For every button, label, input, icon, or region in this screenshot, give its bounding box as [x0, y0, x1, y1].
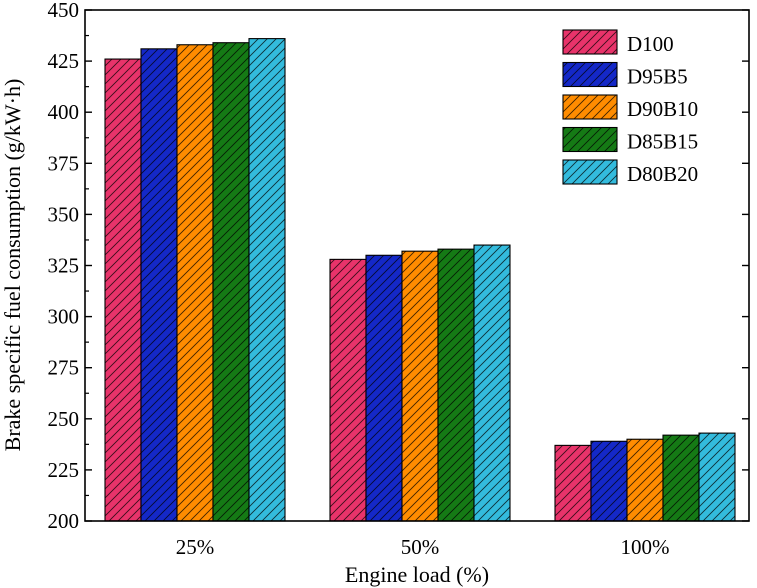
bar-D90B10-100% — [626, 438, 664, 522]
legend-swatch-D90B10 — [562, 94, 618, 120]
bar-D100-50% — [329, 258, 367, 522]
y-tick-label: 275 — [48, 356, 80, 380]
bar-D80B20-100% — [698, 432, 736, 522]
bar-D85B15-25% — [212, 42, 250, 522]
bar-D90B10-25% — [176, 44, 214, 522]
plot-frame — [84, 9, 750, 522]
legend-label-D85B15: D85B15 — [627, 130, 698, 154]
legend-label-D100: D100 — [627, 32, 674, 56]
x-tick-label: 25% — [176, 535, 215, 559]
legend: D100 D95B5 D90B10 D85B15 D80B20 — [562, 29, 698, 186]
bar-D80B20-50% — [473, 244, 511, 522]
legend-swatch-D85B15 — [562, 126, 618, 153]
bar-D95B5-50% — [365, 254, 403, 522]
bar-D85B15-50% — [437, 248, 475, 522]
legend-swatch-D100 — [562, 29, 618, 55]
legend-label-D90B10: D90B10 — [627, 97, 698, 121]
y-tick-label: 400 — [48, 100, 80, 124]
legend-label-D95B5: D95B5 — [627, 65, 688, 89]
x-axis-label: Engine load (%) — [345, 562, 489, 587]
y-tick-label: 225 — [48, 458, 80, 482]
y-tick-label: 200 — [48, 509, 80, 533]
y-axis-label: Brake specific fuel consumption (g/kW·h) — [0, 79, 25, 452]
y-tick-label: 425 — [48, 49, 80, 73]
bar-D85B15-100% — [662, 434, 700, 522]
bar-D100-100% — [554, 444, 592, 522]
bar-D90B10-50% — [401, 250, 439, 522]
bar-D95B5-100% — [590, 440, 628, 522]
y-tick-label: 250 — [48, 407, 80, 431]
y-tick-label: 450 — [48, 0, 80, 22]
y-tick-label: 375 — [48, 151, 80, 175]
y-tick-label: 350 — [48, 202, 80, 226]
y-tick-label: 325 — [48, 254, 80, 278]
bar-D100-25% — [104, 58, 142, 522]
x-tick-label: 50% — [401, 535, 440, 559]
bar-D80B20-25% — [248, 38, 286, 522]
tick-layer: 200 225 250 275 300 325 350 375 400 425 450 25% 50% 1… — [48, 0, 749, 559]
bar-layer — [104, 38, 736, 522]
bar-D95B5-25% — [140, 48, 178, 522]
legend-swatch-D95B5 — [562, 61, 618, 88]
legend-swatch-D80B20 — [562, 159, 618, 185]
x-tick-label: 100% — [621, 535, 670, 559]
y-tick-label: 300 — [48, 305, 80, 329]
legend-label-D80B20: D80B20 — [627, 162, 698, 186]
